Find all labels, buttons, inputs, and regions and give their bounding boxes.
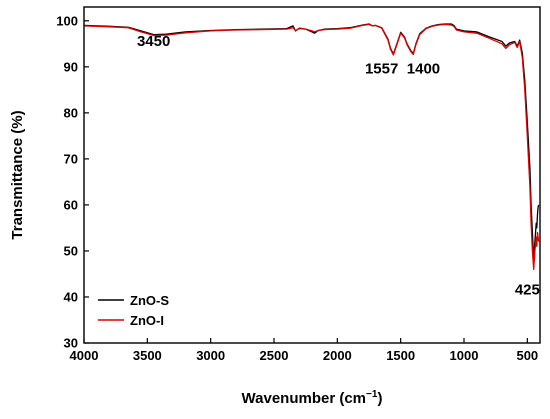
legend-label-zno-s: ZnO-S	[130, 293, 169, 308]
peak-label-425: 425	[515, 282, 540, 299]
x-axis-label: Wavenumber (cm−1)	[242, 389, 383, 407]
y-tick-label: 40	[64, 289, 78, 304]
x-tick-label: 2500	[260, 348, 289, 363]
x-tick-label: 1500	[386, 348, 415, 363]
peak-annotations: 3450 1557 1400 425	[137, 33, 540, 299]
legend: ZnO-S ZnO-I	[98, 293, 169, 328]
x-axis-label-close: )	[377, 390, 382, 407]
y-tick-label: 30	[64, 336, 78, 351]
plot-area	[83, 23, 540, 271]
x-tick-label: 1000	[450, 348, 479, 363]
y-tick-label: 70	[64, 151, 78, 166]
series-line-zno-s	[83, 23, 540, 261]
y-tick-label: 50	[64, 243, 78, 258]
peak-label-3450: 3450	[137, 33, 170, 50]
x-tick-label: 2000	[323, 348, 352, 363]
peak-label-1557: 1557	[365, 61, 398, 78]
x-tick-label: 500	[516, 348, 538, 363]
y-tick-label: 60	[64, 197, 78, 212]
x-tick-label: 3500	[133, 348, 162, 363]
y-tick-label: 90	[64, 59, 78, 74]
y-axis-label: Transmittance (%)	[9, 110, 26, 239]
y-tick-label: 80	[64, 105, 78, 120]
axis-ticks: 4000 3500 3000 2500 2000 1500 1000 500 30 40 50 60 7…	[56, 13, 538, 363]
x-tick-label: 3000	[196, 348, 225, 363]
plot-frame	[83, 6, 541, 344]
legend-label-zno-i: ZnO-I	[130, 313, 164, 328]
x-axis-label-superscript: −1	[366, 389, 378, 400]
x-tick-label: 4000	[70, 348, 99, 363]
x-axis-label-main: Wavenumber (cm	[242, 390, 366, 407]
y-tick-label: 100	[56, 13, 78, 28]
series-line-zno-i	[83, 23, 540, 271]
peak-label-1400: 1400	[407, 61, 440, 78]
